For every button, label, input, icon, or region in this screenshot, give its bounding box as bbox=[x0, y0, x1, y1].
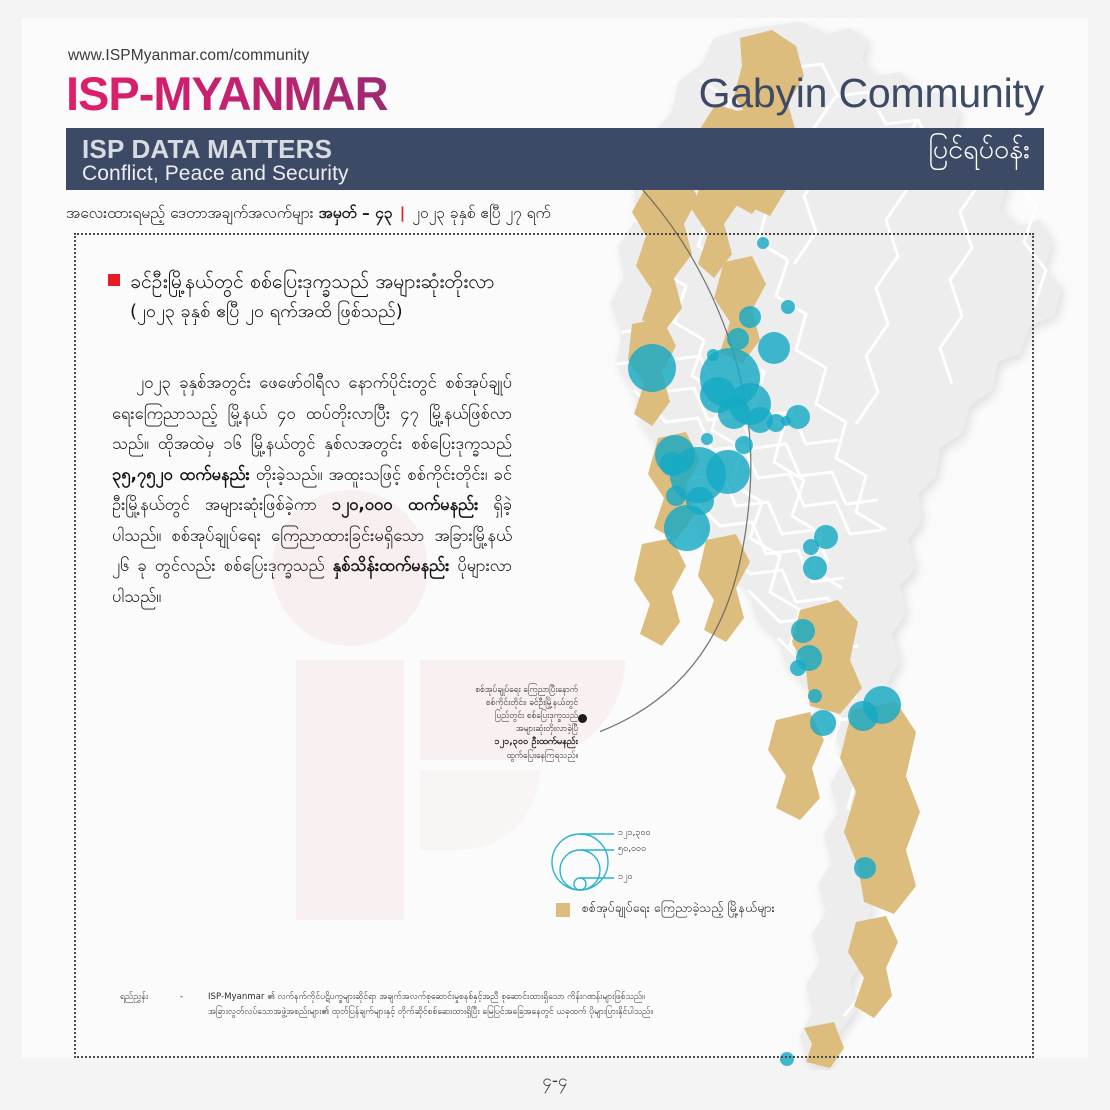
page-number: ၄-၄ bbox=[542, 1071, 568, 1091]
bubble-size-legend: ၁၂၁,၃၀၀ ၅၀,၀၀၀ ၁၂၀ bbox=[548, 812, 688, 892]
callout-anchor-dot bbox=[578, 714, 587, 723]
dateline-prefix: အလေးထားရမည့် ဒေတာအချက်အလက်များ bbox=[66, 204, 319, 222]
site-url[interactable]: www.ISPMyanmar.com/community bbox=[68, 47, 310, 64]
para-bold-2: ၁၂၀,၀၀၀ ထက်မနည်း bbox=[331, 495, 479, 515]
callout-line-2: စစ်ကိုင်းတိုင်း၊ ခင်ဦးမြို့နယ်တွင် bbox=[485, 697, 578, 708]
source-line-1: ISP-Myanmar ၏ လက်နက်ကိုင်ပဋိပက္ခများဆိုင… bbox=[208, 992, 645, 1002]
para-seg-4: ပိုများလာပါသည်။ bbox=[112, 556, 513, 606]
map-callout: စစ်အုပ်ချုပ်ရေး ကြေညာပြီးနောက် စစ်ကိုင်း… bbox=[418, 683, 578, 762]
series-bar: ISP DATA MATTERS Conflict, Peace and Sec… bbox=[66, 128, 1044, 190]
legend-circle-small bbox=[573, 877, 587, 891]
community-title-en: Gabyin Community bbox=[698, 70, 1045, 116]
dateline-separator: | bbox=[399, 204, 406, 222]
brand-title: ISP-MYANMAR bbox=[66, 67, 389, 120]
para-seg-2: တိုးခဲ့သည်။ အထူးသဖြင့် စစ်ကိုင်းတိုင်း၊ … bbox=[112, 464, 512, 515]
square-bullet-icon bbox=[108, 274, 120, 286]
source-note: ရည်ညွှန်း - ISP-Myanmar ၏ လက်နက်ကိုင်ပဋိပက… bbox=[120, 990, 820, 1020]
callout-line-4: အများဆုံးတိုးလာခဲ့ပြီ bbox=[515, 723, 578, 734]
source-dash: - bbox=[180, 992, 184, 1002]
para-bold-3: နှစ်သိန်းထက်မနည်း bbox=[332, 556, 450, 576]
callout-value: ၁၂၁,၃၀၀ ဦးထက်မနည်း bbox=[494, 736, 578, 748]
legend-size-label-small: ၁၂၀ bbox=[618, 872, 633, 882]
callout-line-1: စစ်အုပ်ချုပ်ရေး ကြေညာပြီးနောက် bbox=[475, 684, 578, 694]
legend-size-label-large: ၁၂၁,၃၀၀ bbox=[618, 828, 651, 838]
source-line-2: အခြားလွတ်လပ်သောအဖွဲ့အစည်းများ၏ ထုတ်ပြန်ခ… bbox=[208, 1007, 653, 1018]
legend-swatch-martial-law bbox=[556, 902, 570, 917]
series-subtitle: Conflict, Peace and Security bbox=[82, 162, 349, 185]
community-title-mm: ပြင်ရပ်ဝန်း bbox=[928, 134, 1030, 164]
category-legend: စစ်အုပ်ချုပ်ရေး ကြေညာခဲ့သည့် မြို့နယ်မျာ… bbox=[556, 900, 775, 919]
dateline: အလေးထားရမည့် ဒေတာအချက်အလက်များ အမှတ် – ၄… bbox=[66, 203, 551, 226]
callout-line-6: ထွက်ပြေးနေကြရသည်။ bbox=[506, 750, 578, 761]
dateline-issue: အမှတ် – ၄၃ bbox=[318, 204, 393, 222]
headline-block: ခင်ဦးမြို့နယ်တွင် စစ်ပြေးဒုက္ခသည် အများဆ… bbox=[108, 268, 578, 326]
legend-size-label-medium: ၅၀,၀၀၀ bbox=[618, 844, 647, 854]
page-subtitle: (၂၀၂၃ ခုနှစ် ဧပြီ ၂၀ ရက်အထိ ဖြစ်သည်) bbox=[130, 301, 403, 323]
para-bold-1: ၃၅,၇၅၂၀ ထက်မနည်း bbox=[112, 464, 250, 484]
legend-circle-medium bbox=[559, 849, 601, 891]
para-seg-1: ၂၀၂၃ ခုနှစ်အတွင်း ဖေဖော်ဝါရီလ နောက်ပိုင်… bbox=[112, 373, 512, 454]
body-paragraph: ၂၀၂၃ ခုနှစ်အတွင်း ဖေဖော်ဝါရီလ နောက်ပိုင်… bbox=[112, 368, 512, 612]
series-title: ISP DATA MATTERS bbox=[82, 134, 333, 164]
source-label: ရည်ညွှန်း bbox=[120, 992, 149, 1002]
callout-line-3: ပြည်တွင်း စစ်ပြေးဒုက္ခသည် bbox=[494, 710, 578, 721]
legend-label-martial-law: စစ်အုပ်ချုပ်ရေး ကြေညာခဲ့သည့် မြို့နယ်မျာ… bbox=[582, 900, 775, 915]
para-seg-3: ရှိခဲ့ပါသည်။ စစ်အုပ်ချုပ်ရေး ကြေညာထားခြင… bbox=[112, 495, 512, 576]
page-title: ခင်ဦးမြို့နယ်တွင် စစ်ပြေးဒုက္ခသည် အများဆ… bbox=[130, 270, 495, 293]
dateline-date: ၂၀၂၃ ခုနှစ် ဧပြီ ၂၇ ရက် bbox=[412, 204, 551, 222]
legend-circle-large bbox=[551, 833, 609, 891]
content-frame bbox=[74, 233, 1034, 1058]
